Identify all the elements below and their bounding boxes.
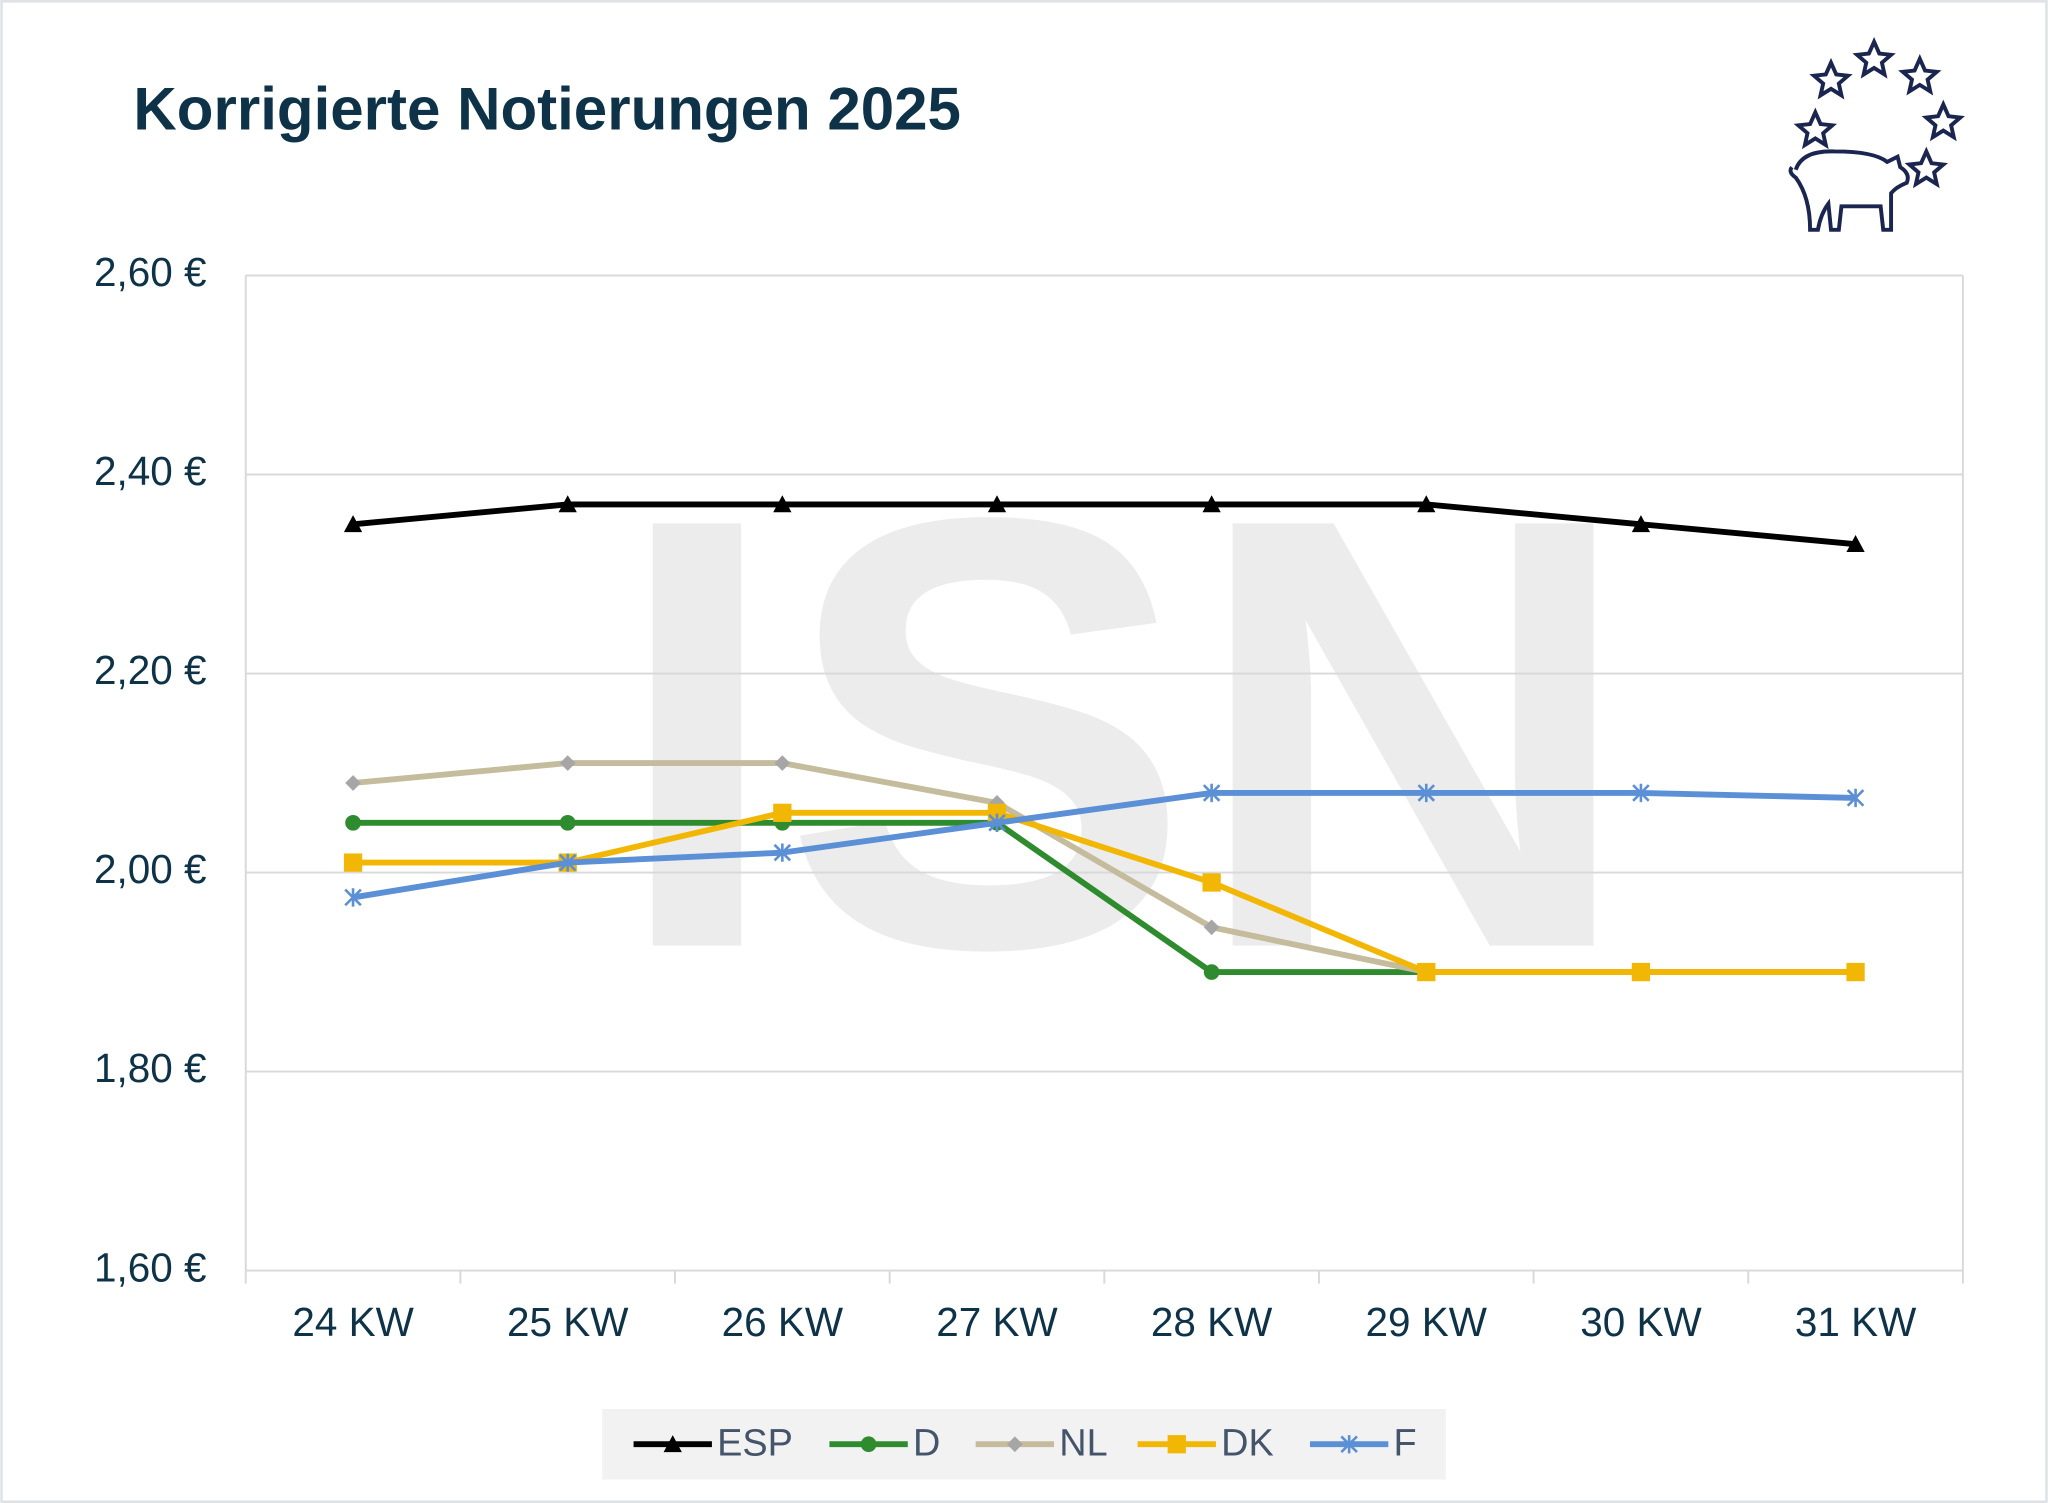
- y-tick-label: 2,40 €: [94, 448, 207, 494]
- marker: [987, 495, 1007, 513]
- marker: [1632, 783, 1650, 803]
- marker: [773, 843, 792, 862]
- marker: [1202, 495, 1221, 513]
- marker: [1167, 1435, 1186, 1454]
- marker: [343, 853, 363, 872]
- marker: [1203, 919, 1220, 936]
- marker: [345, 814, 361, 831]
- legend-label: DK: [1221, 1423, 1274, 1465]
- marker: [773, 803, 792, 822]
- series-line: [352, 501, 1856, 548]
- marker: [343, 515, 363, 533]
- marker: [988, 813, 1006, 832]
- y-tick-label: 2,60 €: [94, 249, 207, 295]
- y-tick-label: 1,80 €: [94, 1045, 207, 1091]
- marker: [558, 853, 577, 872]
- marker: [1340, 1435, 1358, 1454]
- x-tick-label: 24 KW: [292, 1299, 414, 1345]
- legend: ESP D NL DK F: [602, 1408, 1446, 1480]
- x-tick-label: 25 KW: [507, 1299, 629, 1345]
- marker: [1007, 1436, 1023, 1453]
- marker: [558, 495, 577, 513]
- logo: [1788, 36, 1965, 232]
- x-tick-label: 30 KW: [1580, 1299, 1702, 1345]
- marker: [1203, 964, 1220, 980]
- marker: [663, 1435, 682, 1453]
- marker: [1417, 783, 1436, 803]
- x-tick-label: 29 KW: [1366, 1299, 1488, 1345]
- marker: [860, 1436, 877, 1453]
- x-tick-label: 28 KW: [1151, 1299, 1273, 1345]
- marker: [1202, 873, 1221, 892]
- marker: [1631, 515, 1651, 533]
- marker: [773, 495, 792, 513]
- marker: [1846, 535, 1865, 553]
- x-tick-label: 31 KW: [1795, 1299, 1917, 1345]
- marker: [1417, 495, 1436, 513]
- x-tick-label: 26 KW: [722, 1299, 844, 1345]
- series-line: [352, 790, 1856, 901]
- marker: [1846, 962, 1865, 982]
- y-tick-label: 2,20 €: [94, 647, 207, 693]
- legend-label: NL: [1059, 1423, 1107, 1465]
- marker: [559, 814, 576, 831]
- chart-title: Korrigierte Notierungen 2025: [133, 75, 961, 142]
- marker: [1631, 962, 1651, 982]
- legend-label: F: [1394, 1423, 1417, 1465]
- y-tick-label: 2,00 €: [94, 846, 207, 892]
- marker: [345, 775, 361, 791]
- marker: [774, 755, 791, 771]
- marker: [1202, 783, 1221, 803]
- marker: [1846, 788, 1865, 808]
- x-tick-label: 27 KW: [936, 1299, 1058, 1345]
- y-tick-label: 1,60 €: [94, 1244, 207, 1290]
- marker: [1417, 962, 1436, 982]
- marker: [559, 755, 576, 771]
- legend-label: D: [913, 1423, 940, 1465]
- marker: [344, 888, 362, 907]
- legend-label: ESP: [717, 1423, 793, 1465]
- series-line: [353, 809, 1856, 975]
